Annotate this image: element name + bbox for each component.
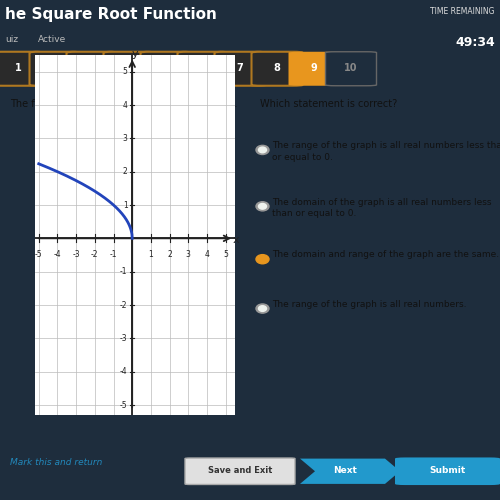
Text: he Square Root Function: he Square Root Function <box>5 8 217 22</box>
Text: 1: 1 <box>123 200 128 209</box>
Circle shape <box>256 304 269 313</box>
Text: Which statement is correct?: Which statement is correct? <box>260 99 397 109</box>
FancyBboxPatch shape <box>178 52 228 86</box>
Text: -5: -5 <box>120 400 128 409</box>
Text: 4: 4 <box>204 250 210 259</box>
Circle shape <box>258 147 266 152</box>
Text: Active: Active <box>38 35 66 44</box>
Text: 5: 5 <box>162 63 170 73</box>
Text: -1: -1 <box>120 267 128 276</box>
Text: 2: 2 <box>52 63 59 73</box>
Text: x: x <box>232 235 239 245</box>
Polygon shape <box>300 458 400 484</box>
Text: The range of the graph is all real numbers less than
or equal to 0.: The range of the graph is all real numbe… <box>272 141 500 162</box>
Text: 8: 8 <box>274 63 280 73</box>
FancyBboxPatch shape <box>66 52 118 86</box>
Text: Next: Next <box>333 466 357 474</box>
Text: 5: 5 <box>122 67 128 76</box>
Text: The range of the graph is all real numbers.: The range of the graph is all real numbe… <box>272 300 467 308</box>
Circle shape <box>258 306 266 312</box>
Text: 1: 1 <box>148 250 154 259</box>
Text: 10: 10 <box>344 63 358 73</box>
FancyBboxPatch shape <box>326 52 376 86</box>
Text: The domain of the graph is all real numbers less
than or equal to 0.: The domain of the graph is all real numb… <box>272 198 492 218</box>
Text: uiz: uiz <box>5 35 18 44</box>
FancyBboxPatch shape <box>104 52 154 86</box>
Text: Mark this and return: Mark this and return <box>10 458 102 467</box>
Text: 3: 3 <box>186 250 190 259</box>
Text: The domain and range of the graph are the same.: The domain and range of the graph are th… <box>272 250 500 260</box>
Text: Save and Exit: Save and Exit <box>208 466 272 474</box>
Text: 3: 3 <box>122 134 128 143</box>
Text: -3: -3 <box>72 250 80 259</box>
Text: 2: 2 <box>167 250 172 259</box>
FancyBboxPatch shape <box>185 458 295 484</box>
Text: Submit: Submit <box>430 466 466 474</box>
Text: -1: -1 <box>110 250 118 259</box>
Text: -4: -4 <box>54 250 61 259</box>
Text: -2: -2 <box>120 300 128 310</box>
FancyBboxPatch shape <box>0 52 44 86</box>
FancyBboxPatch shape <box>140 52 192 86</box>
Text: 3: 3 <box>88 63 96 73</box>
Text: 2: 2 <box>123 167 128 176</box>
Text: y: y <box>132 50 138 59</box>
FancyBboxPatch shape <box>30 52 80 86</box>
FancyBboxPatch shape <box>214 52 266 86</box>
Text: -4: -4 <box>120 367 128 376</box>
Text: -5: -5 <box>35 250 42 259</box>
Circle shape <box>256 254 269 264</box>
Text: 5: 5 <box>223 250 228 259</box>
FancyBboxPatch shape <box>252 52 302 86</box>
Text: 7: 7 <box>236 63 244 73</box>
Text: 6: 6 <box>200 63 206 73</box>
Text: -2: -2 <box>91 250 98 259</box>
Text: 4: 4 <box>122 100 128 110</box>
Circle shape <box>256 146 269 154</box>
Text: 1: 1 <box>14 63 21 73</box>
Text: TIME REMAINING: TIME REMAINING <box>430 8 495 16</box>
Text: The function f(x)= √−x is shown on the graph.: The function f(x)= √−x is shown on the g… <box>10 99 237 109</box>
Text: 49:34: 49:34 <box>455 36 495 49</box>
Circle shape <box>258 204 266 209</box>
Circle shape <box>256 202 269 211</box>
Text: -3: -3 <box>120 334 128 343</box>
FancyBboxPatch shape <box>395 458 500 485</box>
FancyBboxPatch shape <box>288 52 340 86</box>
Text: 9: 9 <box>310 63 318 73</box>
Text: 4: 4 <box>126 63 132 73</box>
